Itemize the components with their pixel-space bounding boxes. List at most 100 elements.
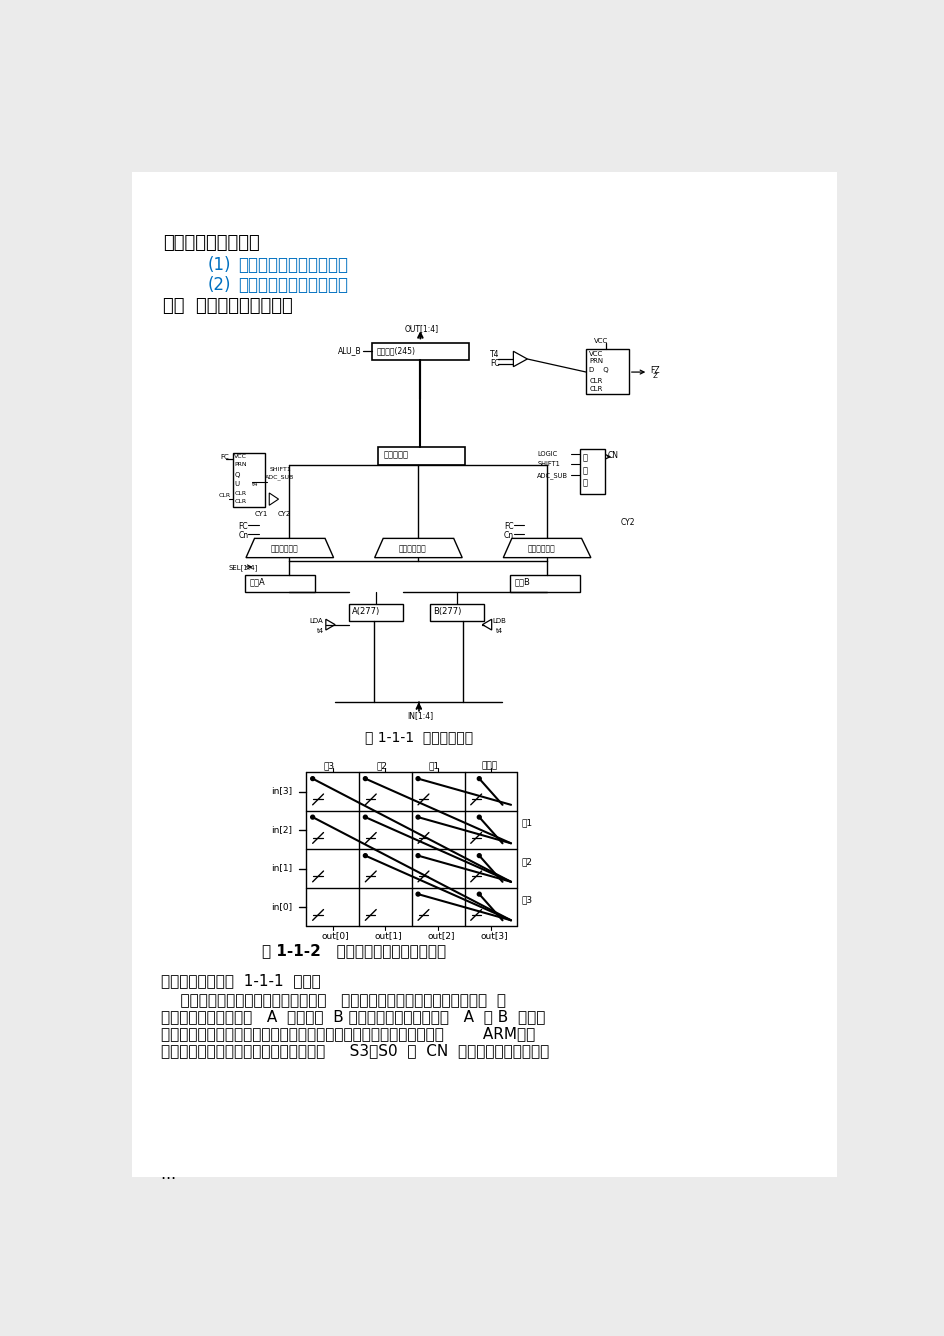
Text: 算术运算部件: 算术运算部件 [270, 544, 298, 553]
Bar [510, 574, 580, 592]
Circle shape [415, 854, 419, 858]
Text: 逻辑运算部件: 逻辑运算部件 [398, 544, 427, 553]
Polygon shape [374, 538, 462, 557]
Circle shape [363, 776, 367, 780]
Bar [378, 446, 464, 465]
Bar [430, 604, 483, 621]
Text: out[3]: out[3] [480, 931, 507, 941]
Text: B(277): B(277) [432, 607, 461, 616]
Text: in[1]: in[1] [271, 863, 293, 872]
Text: 移位运算部件: 移位运算部件 [527, 544, 555, 553]
Bar [348, 604, 403, 621]
Circle shape [477, 815, 480, 819]
Circle shape [477, 892, 480, 896]
Text: 处理的数据存于暂存器   A  和暂存器  B ，三个部件同时接受来自   A  和 B  的数据: 处理的数据存于暂存器 A 和暂存器 B ，三个部件同时接受来自 A 和 B 的数… [160, 1010, 545, 1025]
Text: SHIFT1: SHIFT1 [537, 461, 560, 468]
Circle shape [415, 776, 419, 780]
Circle shape [311, 815, 314, 819]
Text: CLR: CLR [589, 386, 602, 391]
Bar [585, 349, 628, 394]
Bar [580, 449, 604, 494]
Text: FC: FC [238, 522, 247, 532]
Text: PRN: PRN [589, 358, 603, 365]
Text: 图 1-1-1  运算器原理图: 图 1-1-1 运算器原理图 [364, 729, 472, 744]
Text: 器: 器 [582, 478, 587, 488]
Text: VCC: VCC [589, 350, 603, 357]
Text: 右3: 右3 [323, 762, 334, 771]
Text: D    Q: D Q [589, 367, 608, 374]
Text: t4: t4 [317, 628, 324, 633]
Text: in[0]: in[0] [271, 902, 293, 911]
Text: out[2]: out[2] [427, 931, 454, 941]
Text: OUT[1:4]: OUT[1:4] [404, 325, 439, 333]
Text: 暂存A: 暂存A [249, 577, 264, 587]
Text: Z: Z [652, 373, 657, 379]
Text: VCC: VCC [594, 338, 608, 345]
Text: Cn: Cn [238, 530, 248, 540]
Circle shape [363, 815, 367, 819]
Text: in[3]: in[3] [271, 787, 293, 795]
Text: 各部件对操作数进行何种运算由控制信号     S3，S0  和  CN  来决定，任何时候，多: 各部件对操作数进行何种运算由控制信号 S3，S0 和 CN 来决定，任何时候，多 [160, 1043, 548, 1058]
Text: 三选一开关: 三选一开关 [383, 450, 409, 460]
Text: LOGIC: LOGIC [537, 450, 557, 457]
Text: (1): (1) [207, 255, 230, 274]
Text: 右2: 右2 [376, 762, 387, 771]
Text: VCC: VCC [234, 454, 247, 460]
Bar [244, 574, 314, 592]
Text: CY2: CY2 [278, 510, 291, 517]
Text: (2): (2) [207, 275, 230, 294]
Text: 二．  实验模块及实验原理: 二． 实验模块及实验原理 [163, 298, 293, 315]
Circle shape [311, 776, 314, 780]
Text: 三态缓冲(245): 三态缓冲(245) [376, 346, 414, 355]
Text: 译: 译 [582, 454, 587, 462]
Text: IN[1:4]: IN[1:4] [407, 711, 433, 720]
Text: t4: t4 [252, 482, 259, 488]
Text: CY2: CY2 [619, 518, 634, 528]
Text: SHIFT1: SHIFT1 [269, 466, 291, 472]
Text: out[1]: out[1] [374, 931, 402, 941]
Text: A(277): A(277) [352, 607, 380, 616]
Text: ADC_SUB: ADC_SUB [537, 472, 567, 478]
Text: 掌握运算器的工作原理。: 掌握运算器的工作原理。 [238, 275, 348, 294]
Text: （有些处理器体系结构把移位运算器放于算术和逻辑运算部件之前，如        ARM），: （有些处理器体系结构把移位运算器放于算术和逻辑运算部件之前，如 ARM）， [160, 1026, 534, 1042]
Text: FC: FC [220, 454, 229, 460]
Circle shape [415, 815, 419, 819]
Text: CLR: CLR [219, 493, 230, 498]
Text: 了解运算器的组成结构。: 了解运算器的组成结构。 [238, 255, 348, 274]
Text: 左1: 左1 [521, 819, 532, 828]
Text: FC: FC [503, 522, 514, 532]
Text: 图 1-1-2   交叉开关桶形移位器原理图: 图 1-1-2 交叉开关桶形移位器原理图 [262, 943, 446, 958]
Text: LDB: LDB [492, 619, 506, 624]
Circle shape [477, 776, 480, 780]
Text: LDA: LDA [310, 619, 323, 624]
Text: 本实验的原理如图  1-1-1  所示。: 本实验的原理如图 1-1-1 所示。 [160, 973, 320, 987]
Text: FZ: FZ [649, 366, 659, 375]
Circle shape [363, 854, 367, 858]
Text: FC: FC [490, 359, 499, 367]
Text: 码: 码 [582, 466, 587, 476]
Text: SEL[1:4]: SEL[1:4] [228, 564, 258, 570]
Text: …: … [160, 1168, 176, 1182]
Text: CLR: CLR [234, 500, 246, 504]
Text: 暂存B: 暂存B [514, 577, 530, 587]
Text: PRN: PRN [234, 462, 246, 468]
Text: 一．实验目的及要求: 一．实验目的及要求 [163, 234, 260, 253]
Polygon shape [513, 351, 527, 366]
Text: CLR: CLR [589, 378, 602, 385]
Text: in[2]: in[2] [271, 824, 293, 834]
Polygon shape [503, 538, 590, 557]
Circle shape [415, 892, 419, 896]
Polygon shape [269, 493, 278, 505]
Text: Cn: Cn [503, 530, 514, 540]
Text: T4: T4 [490, 350, 499, 359]
Text: 右1: 右1 [429, 762, 440, 771]
Text: 左2: 左2 [521, 858, 532, 866]
Text: CLR: CLR [234, 490, 246, 496]
Bar [372, 343, 469, 359]
Circle shape [477, 854, 480, 858]
Text: ADC_SUB: ADC_SUB [265, 474, 295, 480]
Polygon shape [245, 538, 333, 557]
Text: ALU_B: ALU_B [337, 346, 361, 355]
Text: 运算器内部含有三个独立运算部件，   分别为算术、逻辑和移位运算部件，  要: 运算器内部含有三个独立运算部件， 分别为算术、逻辑和移位运算部件， 要 [160, 993, 505, 1007]
Text: t4: t4 [495, 628, 502, 633]
